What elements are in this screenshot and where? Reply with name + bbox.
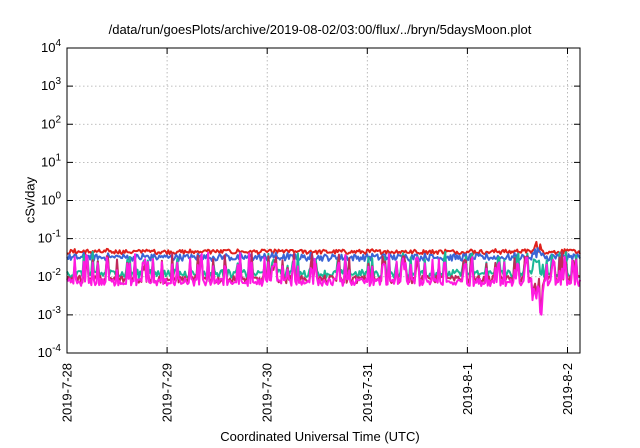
series-line — [66, 240, 581, 256]
x-tick-label: 2019-7-29 — [160, 363, 175, 422]
y-tick-label: 100 — [41, 191, 61, 208]
x-tick-label: 2019-8-1 — [460, 363, 475, 415]
plot-border — [66, 47, 581, 354]
x-axis-label: Coordinated Universal Time (UTC) — [220, 429, 420, 444]
series-line — [66, 251, 581, 316]
series-line — [66, 247, 581, 262]
y-tick-label: 10-3 — [38, 305, 62, 322]
y-tick-label: 103 — [41, 76, 61, 93]
x-tick-label: 2019-7-30 — [260, 363, 275, 422]
x-tick-label: 2019-8-2 — [560, 363, 575, 415]
x-tick-label: 2019-7-28 — [60, 363, 75, 422]
y-tick-label: 102 — [41, 114, 61, 131]
y-tick-label: 104 — [41, 38, 61, 55]
y-tick-label: 10-2 — [38, 267, 62, 284]
chart-title: /data/run/goesPlots/archive/2019-08-02/0… — [108, 22, 532, 37]
x-tick-label: 2019-7-31 — [360, 363, 375, 422]
y-tick-label: 10-4 — [38, 343, 62, 360]
y-tick-label: 101 — [41, 152, 61, 169]
y-tick-label: 10-1 — [38, 229, 62, 246]
